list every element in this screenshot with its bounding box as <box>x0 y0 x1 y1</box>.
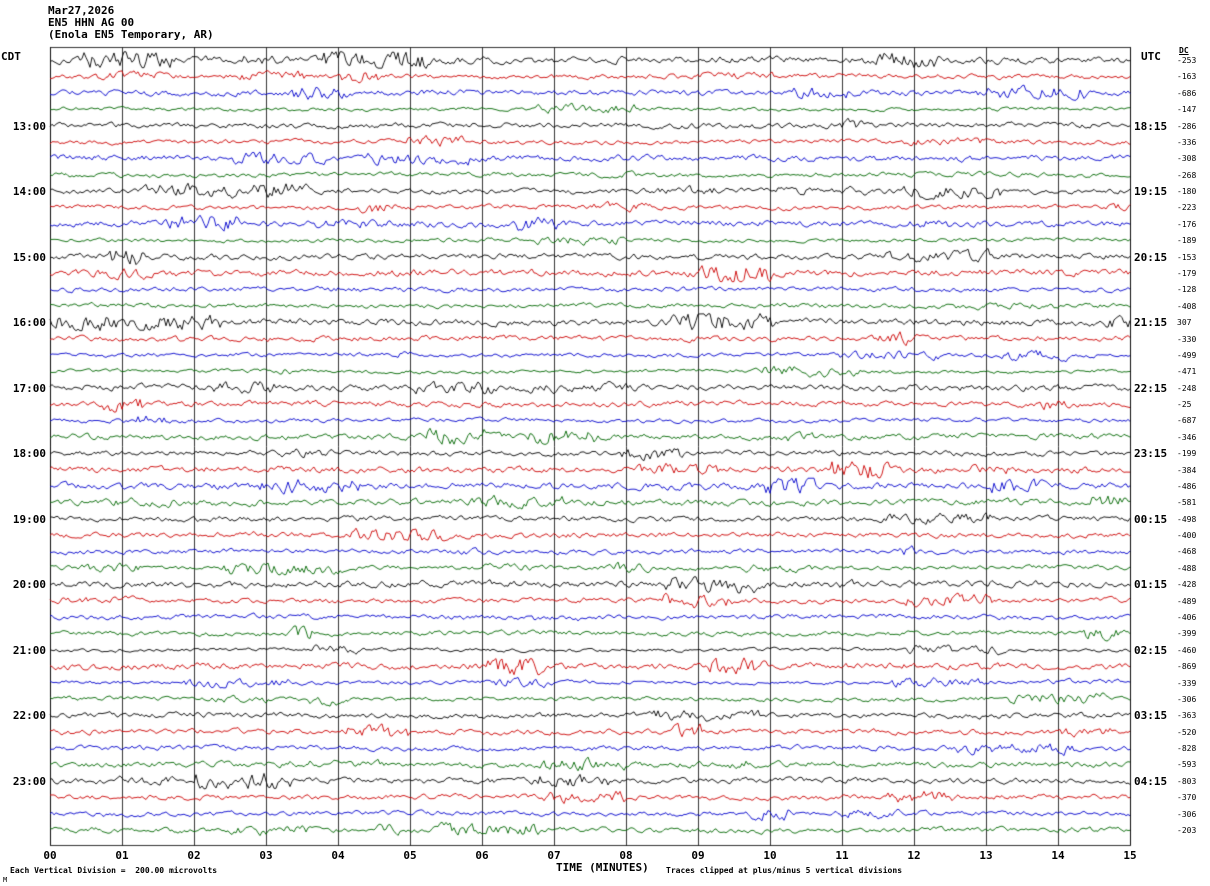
dc-offset-value: -306 <box>1177 809 1197 819</box>
dc-offset-value: -248 <box>1177 383 1197 393</box>
dc-offset-value: -346 <box>1177 432 1197 442</box>
hour-label-cdt: 21:00 <box>12 643 46 657</box>
x-tick-label: 03 <box>259 849 273 862</box>
dc-offset-value: -499 <box>1177 350 1197 360</box>
dc-offset-value: -330 <box>1177 334 1197 344</box>
dc-offset-value: -253 <box>1177 56 1197 65</box>
x-tick-label: 04 <box>331 849 345 862</box>
dc-offset-value: 307 <box>1177 318 1192 328</box>
footer-clip-note: Traces clipped at plus/minus 5 vertical … <box>666 866 903 875</box>
hour-label-cdt: 17:00 <box>12 381 46 395</box>
hour-label-cdt: 22:00 <box>12 709 46 723</box>
dc-offset-value: -408 <box>1177 301 1197 311</box>
dc-offset-value: -268 <box>1177 170 1197 180</box>
dc-offset-value: -581 <box>1177 498 1197 508</box>
x-tick-label: 06 <box>475 849 489 862</box>
x-tick-label: 09 <box>691 849 705 862</box>
dc-offset-value: -189 <box>1177 236 1197 246</box>
hour-label-utc: 19:15 <box>1134 185 1168 199</box>
hour-label-utc: 03:15 <box>1134 709 1168 723</box>
hour-label-cdt: 16:00 <box>12 316 46 330</box>
right-timezone-label: UTC <box>1141 50 1161 63</box>
header-station-code: EN5 HHN AG 00 <box>48 16 135 29</box>
hour-label-cdt: 19:00 <box>12 512 46 526</box>
dc-offset-value: -486 <box>1177 481 1197 491</box>
hour-label-utc: 02:15 <box>1134 643 1168 657</box>
header-date: Mar27,2026 <box>48 4 115 17</box>
dc-offset-value: -153 <box>1177 252 1197 262</box>
dc-offset-value: -428 <box>1177 580 1197 590</box>
hour-label-utc: 18:15 <box>1134 119 1168 133</box>
dc-offset-value: -179 <box>1177 268 1197 278</box>
dc-offset-value: -686 <box>1177 88 1197 98</box>
dc-offset-value: -25 <box>1177 400 1192 410</box>
dc-offset-value: -339 <box>1177 678 1197 688</box>
dc-offset-value: -223 <box>1177 203 1197 213</box>
dc-offset-value: -363 <box>1177 711 1197 721</box>
hour-label-utc: 01:15 <box>1134 578 1168 592</box>
dc-offset-value: -488 <box>1177 563 1197 573</box>
x-tick-label: 02 <box>187 849 201 862</box>
x-tick-label: 14 <box>1051 849 1065 862</box>
x-tick-label: 10 <box>763 849 777 862</box>
dc-offset-value: -520 <box>1177 727 1197 737</box>
hour-label-cdt: 15:00 <box>12 250 46 264</box>
left-timezone-label: CDT <box>1 50 21 63</box>
x-axis-title: TIME (MINUTES) <box>556 861 649 874</box>
hour-label-cdt: 18:00 <box>12 447 46 461</box>
dc-offset-value: -308 <box>1177 154 1197 164</box>
dc-offset-value: -828 <box>1177 744 1197 754</box>
dc-offset-value: -399 <box>1177 629 1197 639</box>
dc-offset-value: -384 <box>1177 465 1197 475</box>
dc-offset-value: -498 <box>1177 514 1197 524</box>
hour-label-utc: 21:15 <box>1134 316 1168 330</box>
dc-offset-value: -593 <box>1177 760 1197 770</box>
x-tick-label: 05 <box>403 849 417 862</box>
dc-offset-value: -180 <box>1177 187 1197 197</box>
dc-offset-value: -803 <box>1177 776 1197 786</box>
hour-label-cdt: 13:00 <box>12 119 46 133</box>
footer-scale-note: Each Vertical Division = 200.00 microvol… <box>10 866 218 875</box>
dc-offset-value: -286 <box>1177 121 1197 131</box>
x-tick-label: 12 <box>907 849 921 862</box>
x-tick-label: 00 <box>43 849 57 862</box>
hour-label-cdt: 20:00 <box>12 578 46 592</box>
dc-offset-value: -460 <box>1177 645 1197 655</box>
dc-offset-value: -176 <box>1177 219 1197 229</box>
x-tick-label: 11 <box>835 849 849 862</box>
dc-offset-value: -468 <box>1177 547 1197 557</box>
dc-offset-value: -336 <box>1177 137 1197 147</box>
dc-offset-value: -370 <box>1177 793 1197 803</box>
dc-offset-value: -406 <box>1177 613 1197 623</box>
dc-offset-value: -163 <box>1177 72 1197 82</box>
dc-offset-value: -128 <box>1177 285 1197 295</box>
hour-label-utc: 00:15 <box>1134 512 1168 526</box>
header-station-location: (Enola EN5 Temporary, AR) <box>48 28 214 41</box>
dc-column-header: DC <box>1179 46 1189 55</box>
dc-offset-value: -869 <box>1177 662 1197 672</box>
hour-label-utc: 22:15 <box>1134 381 1168 395</box>
dc-offset-value: -471 <box>1177 367 1197 377</box>
x-tick-label: 08 <box>619 849 633 862</box>
x-tick-label: 15 <box>1123 849 1137 862</box>
dc-offset-value: -400 <box>1177 531 1197 541</box>
x-tick-label: 13 <box>979 849 993 862</box>
dc-offset-value: -489 <box>1177 596 1197 606</box>
dc-offset-value: -199 <box>1177 449 1197 459</box>
hour-label-utc: 20:15 <box>1134 250 1168 264</box>
dc-offset-value: -306 <box>1177 694 1197 704</box>
hour-label-cdt: 23:00 <box>12 774 46 788</box>
x-tick-label: 07 <box>547 849 561 862</box>
corner-mark: M <box>3 876 8 884</box>
hour-label-utc: 23:15 <box>1134 447 1168 461</box>
dc-offset-value: -147 <box>1177 105 1197 115</box>
hour-label-utc: 04:15 <box>1134 774 1168 788</box>
hour-label-cdt: 14:00 <box>12 185 46 199</box>
x-tick-label: 01 <box>115 849 129 862</box>
dc-offset-value: -203 <box>1177 826 1197 835</box>
dc-offset-value: -687 <box>1177 416 1197 426</box>
